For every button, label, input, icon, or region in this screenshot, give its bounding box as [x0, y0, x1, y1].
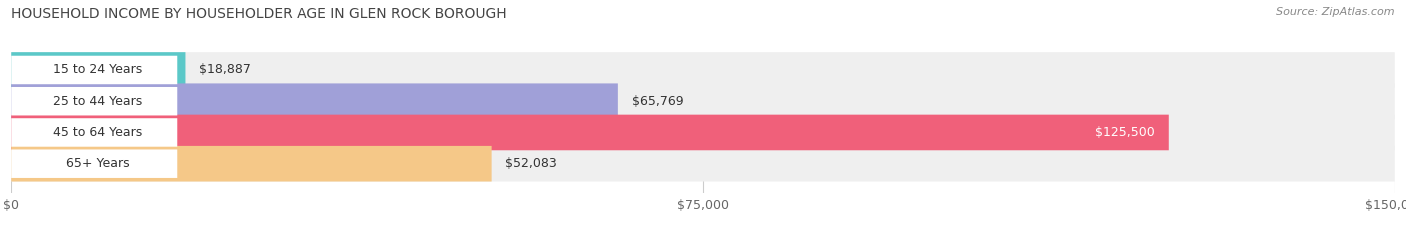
FancyBboxPatch shape — [11, 52, 186, 88]
Text: Source: ZipAtlas.com: Source: ZipAtlas.com — [1277, 7, 1395, 17]
FancyBboxPatch shape — [11, 52, 1395, 88]
FancyBboxPatch shape — [11, 56, 177, 84]
Text: 15 to 24 Years: 15 to 24 Years — [53, 63, 142, 76]
FancyBboxPatch shape — [11, 149, 177, 178]
Text: 45 to 64 Years: 45 to 64 Years — [53, 126, 142, 139]
Text: $18,887: $18,887 — [200, 63, 252, 76]
FancyBboxPatch shape — [11, 146, 492, 182]
FancyBboxPatch shape — [11, 118, 177, 147]
FancyBboxPatch shape — [11, 87, 177, 116]
Text: $52,083: $52,083 — [506, 157, 557, 170]
FancyBboxPatch shape — [11, 83, 1395, 119]
Text: 65+ Years: 65+ Years — [66, 157, 129, 170]
Text: $65,769: $65,769 — [631, 95, 683, 108]
FancyBboxPatch shape — [11, 115, 1395, 150]
Text: $125,500: $125,500 — [1095, 126, 1154, 139]
Text: HOUSEHOLD INCOME BY HOUSEHOLDER AGE IN GLEN ROCK BOROUGH: HOUSEHOLD INCOME BY HOUSEHOLDER AGE IN G… — [11, 7, 508, 21]
FancyBboxPatch shape — [11, 83, 617, 119]
FancyBboxPatch shape — [11, 146, 1395, 182]
Text: 25 to 44 Years: 25 to 44 Years — [53, 95, 142, 108]
FancyBboxPatch shape — [11, 115, 1168, 150]
